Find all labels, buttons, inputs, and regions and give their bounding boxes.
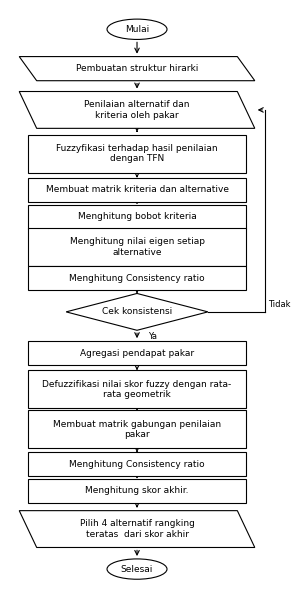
Bar [28,479,246,503]
Bar [28,341,246,365]
Bar [28,135,246,173]
Text: Defuzzifikasi nilai skor fuzzy dengan rata-
rata geometrik: Defuzzifikasi nilai skor fuzzy dengan ra… [42,379,232,399]
Bar [28,452,246,477]
Text: Membuat matrik kriteria dan alternative: Membuat matrik kriteria dan alternative [46,185,229,194]
Ellipse shape [107,559,167,579]
Text: Tidak: Tidak [268,300,290,309]
Text: Pilih 4 alternatif rangking
teratas  dari skor akhir: Pilih 4 alternatif rangking teratas dari… [80,519,194,539]
Polygon shape [19,511,255,548]
Text: Menghitung Consistency ratio: Menghitung Consistency ratio [69,274,205,283]
Text: Cek konsistensi: Cek konsistensi [102,307,172,316]
Polygon shape [66,294,208,330]
Bar [28,178,246,202]
Text: Ya: Ya [148,332,157,340]
Bar [28,410,246,448]
Text: Penilaian alternatif dan
kriteria oleh pakar: Penilaian alternatif dan kriteria oleh p… [84,100,190,120]
Text: Pembuatan struktur hirarki: Pembuatan struktur hirarki [76,64,198,73]
Text: Mulai: Mulai [125,25,149,34]
Text: Menghitung nilai eigen setiap
alternative: Menghitung nilai eigen setiap alternativ… [69,237,204,257]
Bar [28,205,246,229]
Bar [28,371,246,408]
Text: Menghitung bobot kriteria: Menghitung bobot kriteria [78,212,197,221]
Text: Menghitung skor akhir.: Menghitung skor akhir. [85,487,189,496]
Ellipse shape [107,19,167,40]
Text: Menghitung Consistency ratio: Menghitung Consistency ratio [69,460,205,469]
Text: Membuat matrik gabungan penilaian
pakar: Membuat matrik gabungan penilaian pakar [53,420,221,439]
Text: Fuzzyfikasi terhadap hasil penilaian
dengan TFN: Fuzzyfikasi terhadap hasil penilaian den… [56,144,218,163]
Text: Selesai: Selesai [121,565,153,574]
Polygon shape [19,92,255,128]
Polygon shape [19,57,255,81]
Bar [28,228,246,266]
Bar [28,266,246,290]
Text: Agregasi pendapat pakar: Agregasi pendapat pakar [80,349,194,358]
